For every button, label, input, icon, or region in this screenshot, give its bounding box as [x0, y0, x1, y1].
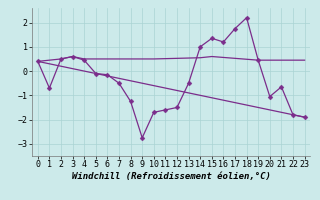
X-axis label: Windchill (Refroidissement éolien,°C): Windchill (Refroidissement éolien,°C) [72, 172, 271, 181]
